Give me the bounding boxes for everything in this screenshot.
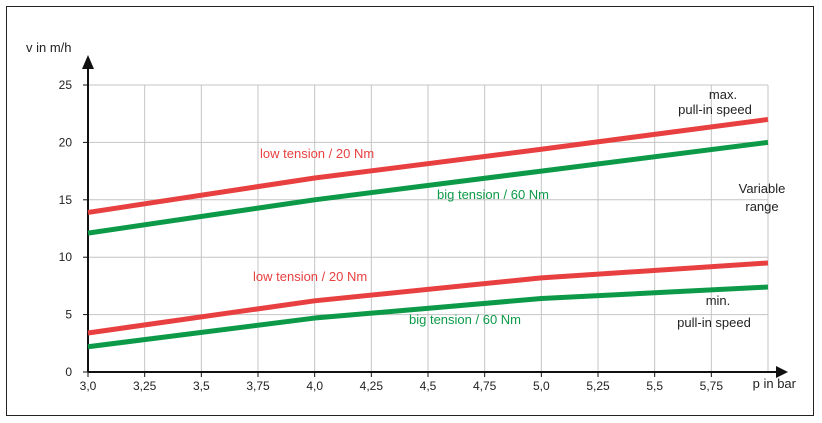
annotation-max-line1: max. <box>709 87 737 102</box>
series-line-2 <box>87 260 769 336</box>
grid <box>88 84 769 372</box>
annotation-min-line2: pull-in speed <box>677 315 751 330</box>
y-tick-label-1: 5 <box>65 308 72 322</box>
y-tick-label-3: 15 <box>59 193 73 207</box>
series-lines <box>87 116 769 350</box>
x-axis-label: p in bar <box>753 376 797 391</box>
series-label-big-upper: big tension / 60 Nm <box>437 187 549 202</box>
series-label-big-lower: big tension / 60 Nm <box>409 312 521 327</box>
series-line-3 <box>87 284 769 350</box>
y-tick-label-5: 25 <box>59 78 73 92</box>
chart-frame <box>6 6 814 416</box>
x-tick-label-9: 5,25 <box>586 379 610 393</box>
x-tick-label-11: 5,75 <box>700 379 724 393</box>
y-axis-arrow-icon <box>82 55 94 69</box>
x-tick-label-10: 5,5 <box>646 379 663 393</box>
axes <box>82 55 788 378</box>
y-tick-label-0: 0 <box>65 365 72 379</box>
x-tick-label-7: 4,75 <box>473 379 497 393</box>
x-tick-label-5: 4,25 <box>360 379 384 393</box>
x-tick-label-1: 3,25 <box>133 379 157 393</box>
x-tick-label-3: 3,75 <box>246 379 270 393</box>
y-axis-label: v in m/h <box>26 40 72 55</box>
labels: 3,0 3,25 3,5 3,75 4,0 4,25 4,5 4,75 5,0 5,25 5,5 5,… <box>59 78 724 393</box>
x-axis-arrow-icon <box>776 366 788 378</box>
annotation-variable-line2: range <box>745 199 778 214</box>
x-tick-label-2: 3,5 <box>193 379 210 393</box>
series-line-0 <box>87 116 769 215</box>
x-tick-label-0: 3,0 <box>80 379 97 393</box>
series-label-low-upper: low tension / 20 Nm <box>260 146 374 161</box>
series-line-1 <box>87 139 769 236</box>
y-tick-label-4: 20 <box>59 135 73 149</box>
annotation-min-line1: min. <box>706 293 731 308</box>
annotation-max-line2: pull-in speed <box>678 102 752 117</box>
x-tick-label-8: 5,0 <box>533 379 550 393</box>
annotation-variable-line1: Variable <box>739 181 786 196</box>
series-label-low-lower: low tension / 20 Nm <box>253 269 367 284</box>
y-tick-label-2: 10 <box>59 250 73 264</box>
x-tick-label-4: 4,0 <box>306 379 323 393</box>
x-tick-label-6: 4,5 <box>420 379 437 393</box>
